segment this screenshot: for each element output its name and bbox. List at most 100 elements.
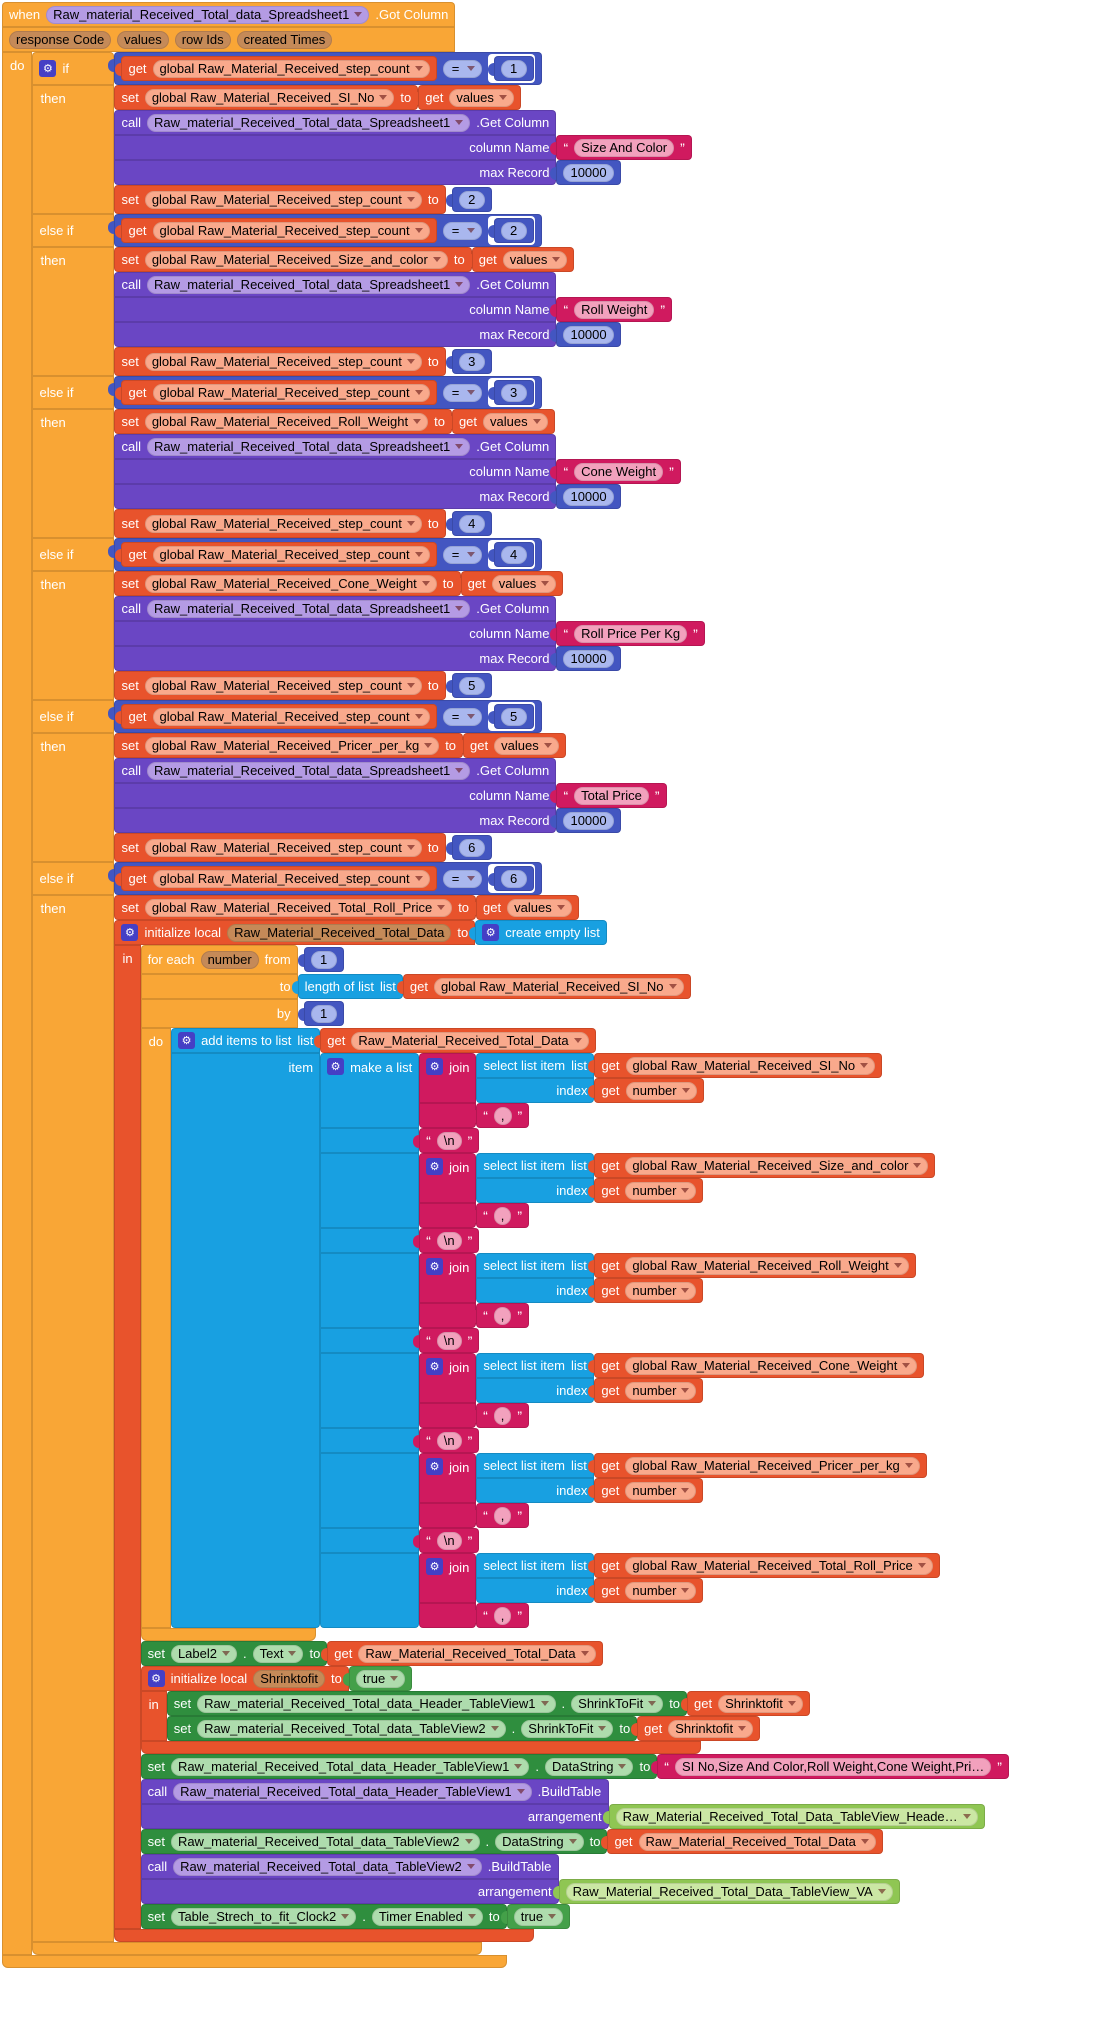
- select-list-item-block[interactable]: select list item list get global Raw_Materi…: [476, 1453, 927, 1503]
- dropdown-arrow-icon[interactable]: [437, 905, 446, 910]
- max-record-number-block[interactable]: 10000: [550, 160, 621, 185]
- compare-number-block[interactable]: 6: [487, 866, 534, 891]
- set-step-count-block[interactable]: set global Raw_Material_Received_step_cou…: [114, 671, 493, 700]
- text-field[interactable]: ,: [493, 1306, 512, 1325]
- call-get-column-block[interactable]: call Raw_material_Received_Total_data_Spr…: [114, 110, 692, 185]
- property-dropdown[interactable]: ShrinkToFit: [521, 1719, 614, 1738]
- dropdown-arrow-icon[interactable]: [681, 1188, 690, 1193]
- text-field[interactable]: Roll Weight: [574, 300, 655, 319]
- compare-number-block[interactable]: 3: [487, 380, 534, 405]
- variable-dropdown[interactable]: global Raw_Material_Received_step_count: [144, 676, 422, 695]
- mutator-gear-icon[interactable]: ⚙: [327, 1058, 345, 1075]
- set-variable-block[interactable]: set global Raw_Material_Received_Cone_Wei…: [114, 571, 564, 596]
- dropdown-arrow-icon[interactable]: [341, 1914, 350, 1919]
- dropdown-arrow-icon[interactable]: [466, 228, 475, 233]
- variable-dropdown[interactable]: values: [502, 250, 568, 269]
- select-list-item-block[interactable]: select list item list get global Raw_Materi…: [476, 1053, 883, 1103]
- variable-dropdown[interactable]: number: [625, 1181, 697, 1200]
- max-record-number-block[interactable]: 10000: [550, 646, 621, 671]
- component-dropdown[interactable]: Raw_Material_Received_Total_Data_TableVi…: [565, 1882, 893, 1901]
- variable-dropdown[interactable]: global Raw_Material_Received_step_count: [152, 59, 430, 78]
- dropdown-arrow-icon[interactable]: [354, 12, 363, 17]
- if-condition-block[interactable]: get global Raw_Material_Received_step_cou…: [108, 214, 542, 247]
- mutator-gear-icon[interactable]: ⚙: [426, 1258, 444, 1275]
- get-step-count-block[interactable]: get global Raw_Material_Received_step_cou…: [115, 704, 437, 729]
- get-step-count-block[interactable]: get global Raw_Material_Received_step_cou…: [115, 56, 437, 81]
- dropdown-arrow-icon[interactable]: [917, 1563, 926, 1568]
- number-field[interactable]: 6: [458, 838, 485, 857]
- property-dropdown[interactable]: Timer Enabled: [371, 1907, 483, 1926]
- text-field[interactable]: SI No,Size And Color,Roll Weight,Cone We…: [674, 1757, 992, 1776]
- event-parameter-chip[interactable]: created Times: [236, 30, 333, 49]
- number-field[interactable]: 5: [500, 707, 527, 726]
- variable-dropdown[interactable]: Raw_Material_Received_Total_Data: [358, 1644, 596, 1663]
- set-step-count-block[interactable]: set global Raw_Material_Received_step_cou…: [114, 347, 493, 376]
- dropdown-arrow-icon[interactable]: [568, 1839, 577, 1844]
- dropdown-arrow-icon[interactable]: [860, 1839, 869, 1844]
- comma-text-block[interactable]: “, ”: [470, 1403, 530, 1428]
- join-block[interactable]: ⚙ join select list item list get global Raw_M…: [419, 1553, 940, 1628]
- mutator-gear-icon[interactable]: ⚙: [426, 1058, 444, 1075]
- dropdown-arrow-icon[interactable]: [466, 714, 475, 719]
- text-string-block[interactable]: “ SI No,Size And Color,Roll Weight,Cone W…: [651, 1754, 1009, 1779]
- variable-dropdown[interactable]: global Raw_Material_Received_Roll_Weight: [625, 1256, 909, 1275]
- number-field[interactable]: 1: [310, 950, 337, 969]
- dropdown-arrow-icon[interactable]: [787, 1701, 796, 1706]
- variable-dropdown[interactable]: global Raw_Material_Received_step_count: [144, 514, 422, 533]
- call-get-column-block[interactable]: call Raw_material_Received_Total_data_Spr…: [114, 272, 673, 347]
- compare-number-block[interactable]: 4: [487, 542, 534, 567]
- get-values-block[interactable]: get values: [454, 571, 564, 596]
- column-name-text-block[interactable]: “ Total Price ”: [550, 783, 667, 808]
- dropdown-arrow-icon[interactable]: [498, 95, 507, 100]
- variable-dropdown[interactable]: global Raw_Material_Received_step_count: [152, 383, 430, 402]
- mutator-gear-icon[interactable]: ⚙: [39, 60, 57, 77]
- get-number-block[interactable]: get number: [588, 1278, 704, 1303]
- max-record-number-block[interactable]: 10000: [550, 808, 621, 833]
- step-number-block[interactable]: 3: [445, 349, 492, 374]
- dropdown-arrow-icon[interactable]: [466, 552, 475, 557]
- dropdown-arrow-icon[interactable]: [414, 876, 423, 881]
- component-dropdown[interactable]: Raw_material_Received_Total_data_TableVi…: [170, 1832, 480, 1851]
- operator-dropdown[interactable]: =: [442, 545, 482, 564]
- mutator-gear-icon[interactable]: ⚙: [121, 924, 139, 941]
- set-step-count-block[interactable]: set global Raw_Material_Received_step_cou…: [114, 185, 493, 214]
- mutator-gear-icon[interactable]: ⚙: [426, 1558, 444, 1575]
- get-variable-block[interactable]: get Raw_Material_Received_Total_Data: [321, 1641, 603, 1666]
- property-dropdown[interactable]: ShrinkToFit: [571, 1694, 664, 1713]
- call-buildtable-block[interactable]: call Raw_material_Received_Total_data_Tab…: [140, 1854, 900, 1904]
- variable-dropdown[interactable]: number: [625, 1581, 697, 1600]
- dropdown-arrow-icon[interactable]: [288, 1651, 297, 1656]
- call-buildtable-block[interactable]: call Raw_material_Received_Total_data_Hea…: [140, 1779, 985, 1829]
- if-condition-block[interactable]: get global Raw_Material_Received_step_cou…: [108, 700, 542, 733]
- get-step-count-block[interactable]: get global Raw_Material_Received_step_cou…: [115, 380, 437, 405]
- step-number-block[interactable]: 2: [445, 187, 492, 212]
- add-items-to-list-block[interactable]: ⚙ add items to list list get Raw_Material_Re…: [171, 1028, 940, 1628]
- get-values-block[interactable]: get values: [457, 733, 566, 758]
- variable-dropdown[interactable]: Shrinktofit: [668, 1719, 754, 1738]
- local-name-field[interactable]: Shrinktofit: [253, 1669, 325, 1688]
- dropdown-arrow-icon[interactable]: [681, 1288, 690, 1293]
- dropdown-arrow-icon[interactable]: [893, 1263, 902, 1268]
- newline-text-block[interactable]: “ \n ”: [413, 1328, 480, 1353]
- select-list-item-block[interactable]: select list item list get global Raw_Materi…: [476, 1353, 925, 1403]
- component-dropdown[interactable]: Raw_material_Received_Total_data_Spreads…: [146, 761, 471, 780]
- variable-dropdown[interactable]: number: [625, 1381, 697, 1400]
- dropdown-arrow-icon[interactable]: [548, 1914, 557, 1919]
- text-field[interactable]: Total Price: [574, 786, 649, 805]
- text-field[interactable]: \n: [436, 1331, 462, 1350]
- text-field[interactable]: ,: [493, 1106, 512, 1125]
- join-block[interactable]: ⚙ join select list item list get global Raw_M…: [419, 1353, 925, 1428]
- comma-text-block[interactable]: “, ”: [470, 1103, 530, 1128]
- text-field[interactable]: Size And Color: [574, 138, 675, 157]
- get-variable-block[interactable]: get global Raw_Material_Received_Cone_Wei…: [588, 1353, 925, 1378]
- dropdown-arrow-icon[interactable]: [390, 1676, 399, 1681]
- set-property-block[interactable]: set Label2. Text to get Raw_Material_Received…: [140, 1641, 603, 1666]
- text-field[interactable]: \n: [436, 1431, 462, 1450]
- set-step-count-block[interactable]: set global Raw_Material_Received_step_cou…: [114, 833, 493, 862]
- set-variable-block[interactable]: set global Raw_Material_Received_Pricer_p…: [114, 733, 566, 758]
- max-record-number-block[interactable]: 10000: [550, 322, 621, 347]
- variable-dropdown[interactable]: global Raw_Material_Received_Total_Roll_…: [625, 1556, 933, 1575]
- compare-number-block[interactable]: 5: [487, 704, 534, 729]
- get-variable-block[interactable]: get global Raw_Material_Received_Size_and…: [588, 1153, 936, 1178]
- set-property-block[interactable]: set Raw_material_Received_Total_data_Tabl…: [140, 1829, 883, 1854]
